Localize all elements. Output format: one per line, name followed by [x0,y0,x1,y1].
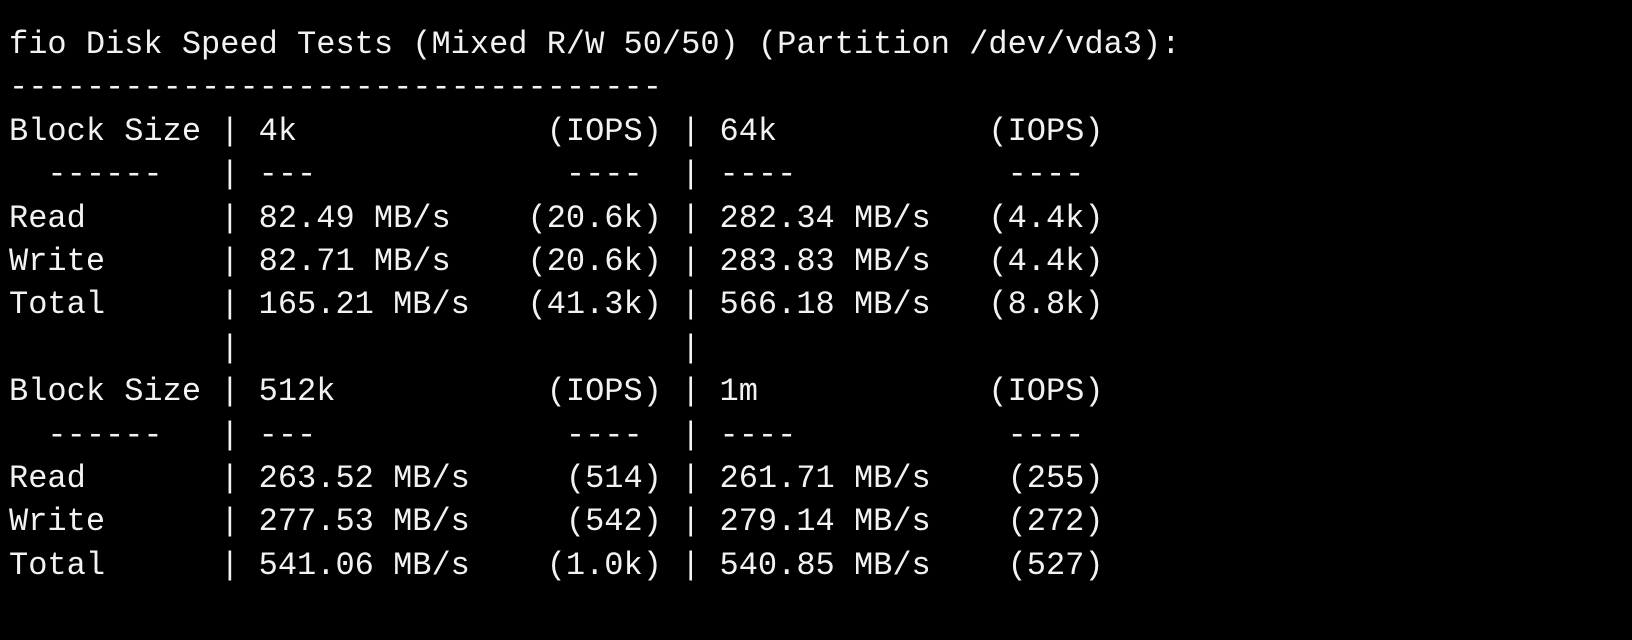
terminal-line: ---------------------------------- [9,69,662,107]
terminal-output: fio Disk Speed Tests (Mixed R/W 50/50) (… [9,23,1180,587]
terminal-line: ------ | --- ---- | ---- ---- [9,156,1085,194]
terminal-line: ------ | --- ---- | ---- ---- [9,416,1085,454]
terminal-line: | | [9,329,701,367]
terminal-line: Write | 277.53 MB/s (542) | 279.14 MB/s … [9,503,1104,541]
terminal-line: fio Disk Speed Tests (Mixed R/W 50/50) (… [9,26,1181,63]
terminal-line: Block Size | 4k (IOPS) | 64k (IOPS) [9,112,1104,150]
terminal-line: Read | 82.49 MB/s (20.6k) | 282.34 MB/s … [9,199,1104,237]
terminal-line: Total | 165.21 MB/s (41.3k) | 566.18 MB/… [9,286,1104,324]
terminal-line: Total | 541.06 MB/s (1.0k) | 540.85 MB/s… [9,546,1104,584]
terminal-line: Write | 82.71 MB/s (20.6k) | 283.83 MB/s… [9,242,1104,280]
terminal-line: Read | 263.52 MB/s (514) | 261.71 MB/s (… [9,459,1104,497]
terminal-line: Block Size | 512k (IOPS) | 1m (IOPS) [9,373,1104,411]
